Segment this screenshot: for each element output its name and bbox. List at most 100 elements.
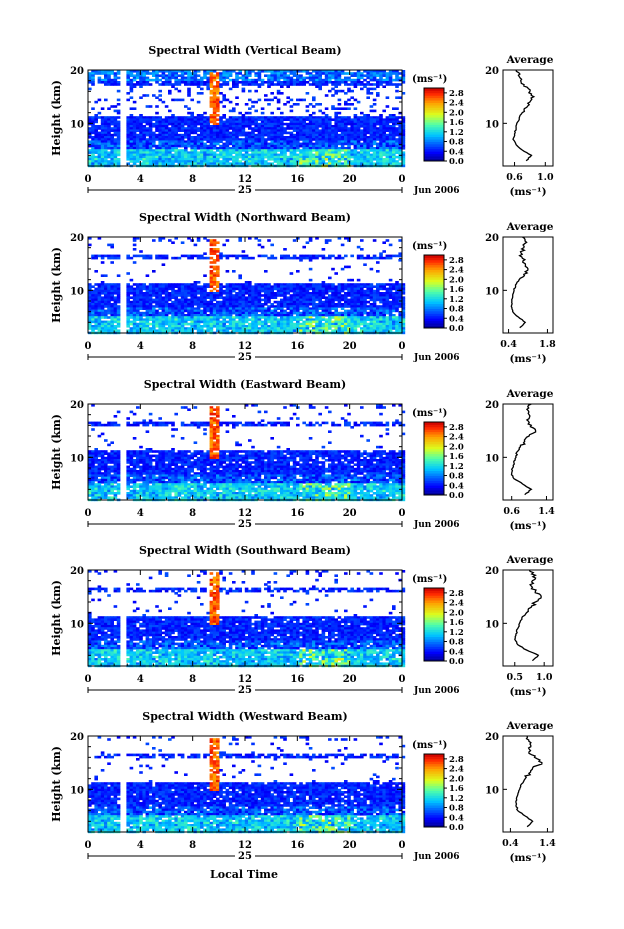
heatmap-cell [139,125,143,128]
heatmap-cell [395,120,399,124]
heatmap-cell [196,160,201,163]
heatmap-cell [206,72,210,75]
heatmap-cell [116,81,121,84]
heatmap-cell [280,311,284,315]
heatmap-cell [299,300,303,304]
heatmap-cell [238,307,242,310]
heatmap-cell [328,314,332,317]
heatmap-cell [129,133,134,137]
heatmap-cell [347,298,351,302]
heatmap-cell [193,296,198,299]
heatmap-cell [94,311,98,315]
heatmap-cell [91,256,95,260]
heatmap-cell [296,129,300,132]
heatmap-cell [113,138,118,141]
heatmap-cell [308,294,313,297]
heatmap-cell [379,162,383,165]
heatmap-cell [196,158,201,161]
heatmap-cell [366,305,370,308]
heatmap-cell [331,294,335,297]
heatmap-cell [296,131,300,135]
heatmap-cell [225,305,230,308]
heatmap-cell [248,285,252,288]
heatmap-cell [97,138,102,141]
heatmap-cell [366,120,370,124]
heatmap-cell [104,70,108,73]
heatmap-cell [350,96,354,99]
heatmap-cell [132,289,137,293]
heatmap-cell [273,70,278,73]
heatmap-cell [395,296,399,299]
heatmap-cell [347,122,351,126]
heatmap-cell [219,100,223,104]
heatmap-cell [190,311,194,315]
heatmap-cell [171,155,175,159]
heatmap-cell [292,147,297,150]
heatmap-cell [340,303,345,306]
heatmap-cell [379,76,383,80]
heatmap-cell [299,131,303,135]
heatmap-cell [116,283,121,286]
heatmap-cell [206,153,210,157]
heatmap-cell [251,116,255,119]
heatmap-cell [372,103,377,106]
heatmap-cell [110,138,114,141]
heatmap-cell [305,155,310,159]
heatmap-cell [324,142,329,146]
heatmap-cell [110,314,114,317]
heatmap-cell [372,294,377,297]
heatmap-cell [344,125,348,128]
heatmap-cell [353,149,358,152]
heatmap-cell [363,162,367,165]
heatmap-cell [200,254,204,258]
heatmap-cell [318,300,322,304]
heatmap-cell [216,155,220,159]
heatmap-cell [398,294,402,297]
heatmap-cell [376,116,380,119]
heatmap-cell [235,85,239,88]
heatmap-cell [305,138,310,141]
heatmap-cell [379,305,383,308]
heatmap-cell [331,155,335,159]
heatmap-cell [113,105,118,108]
heatmap-cell [206,70,210,73]
heatmap-cell [200,138,204,141]
heatmap-cell [148,105,153,108]
heatmap-cell [379,142,383,146]
heatmap-cell [222,96,226,99]
heatmap-cell [382,309,386,313]
heatmap-cell [299,136,303,139]
heatmap-cell [177,149,182,152]
heatmap-cell [244,160,249,163]
heatmap-cell [168,76,172,80]
heatmap-cell [174,142,178,146]
heatmap-cell [302,125,306,128]
heatmap-cell [248,309,252,313]
heatmap-cell [100,129,105,132]
heatmap-cell [116,144,121,148]
heatmap-cell [299,160,303,163]
heatmap-cell [321,125,326,128]
colorbar-step [424,88,444,91]
heatmap-cell [350,103,354,106]
heatmap-cell [308,140,313,143]
heatmap-cell [260,316,265,319]
heatmap-cell [273,74,278,77]
heatmap-cell [190,131,194,135]
heatmap-cell [132,303,137,306]
heatmap-cell [139,311,143,315]
heatmap-cell [116,147,121,150]
heatmap-cell [228,125,233,128]
heatmap-cell [350,307,354,310]
heatmap-cell [331,287,335,291]
heatmap-cell [305,296,310,299]
heatmap-cell [312,81,316,84]
heatmap-cell [225,311,230,315]
heatmap-cell [164,300,169,304]
heatmap-cell [232,120,236,124]
heatmap-cell [251,127,255,130]
heatmap-cell [107,155,111,159]
heatmap-cell [171,72,175,75]
heatmap-cell [260,149,265,152]
heatmap-cell [296,116,300,119]
